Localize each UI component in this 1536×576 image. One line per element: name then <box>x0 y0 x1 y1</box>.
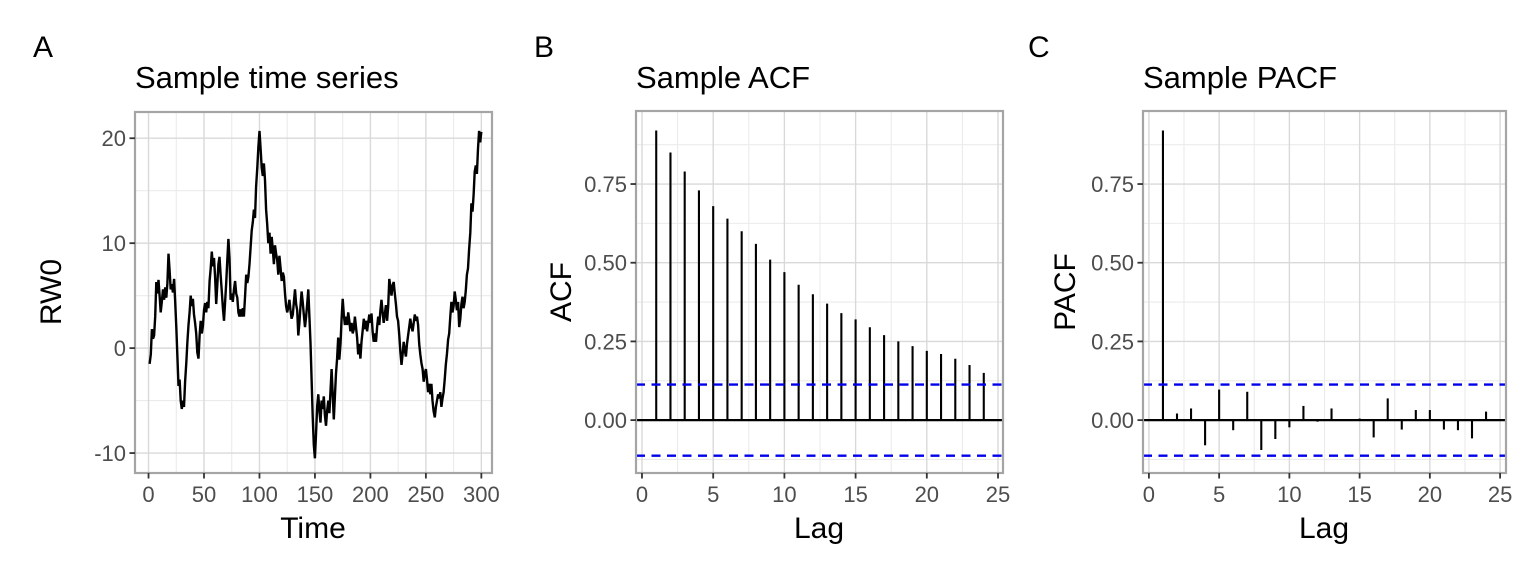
panel-a-title: Sample time series <box>135 60 399 95</box>
panel-a-y-axis-title: RW0 <box>35 258 68 326</box>
panel-a: 0 50 100 150 200 250 300 -10 0 10 20 <box>94 110 500 507</box>
svg-text:-10: -10 <box>94 441 126 466</box>
svg-text:5: 5 <box>707 482 719 507</box>
svg-text:10: 10 <box>1277 482 1301 507</box>
svg-text:20: 20 <box>102 126 126 151</box>
svg-text:0.50: 0.50 <box>584 251 627 276</box>
svg-text:15: 15 <box>1347 482 1371 507</box>
panel-b-title: Sample ACF <box>636 60 811 95</box>
svg-text:50: 50 <box>192 482 216 507</box>
panel-c: 0 5 10 15 20 25 0.00 0.25 0.50 0.75 <box>1091 109 1512 507</box>
svg-text:0.00: 0.00 <box>1091 408 1134 433</box>
panel-b-tag: B <box>534 31 555 64</box>
svg-text:0.75: 0.75 <box>1091 172 1134 197</box>
svg-text:10: 10 <box>102 231 126 256</box>
svg-text:15: 15 <box>843 482 867 507</box>
svg-text:25: 25 <box>986 482 1010 507</box>
panel-c-title: Sample PACF <box>1143 60 1338 95</box>
svg-text:150: 150 <box>297 482 334 507</box>
svg-text:10: 10 <box>772 482 796 507</box>
svg-text:0: 0 <box>636 482 648 507</box>
panel-c-x-axis-title: Lag <box>1298 512 1350 545</box>
svg-text:250: 250 <box>408 482 445 507</box>
svg-text:100: 100 <box>241 482 278 507</box>
svg-text:0.00: 0.00 <box>584 408 627 433</box>
svg-text:0: 0 <box>142 482 154 507</box>
svg-text:5: 5 <box>1213 482 1225 507</box>
svg-text:25: 25 <box>1488 482 1512 507</box>
svg-text:20: 20 <box>915 482 939 507</box>
svg-text:300: 300 <box>463 482 500 507</box>
panel-b: 0 5 10 15 20 25 0.00 0.25 0.50 0.75 <box>584 109 1010 507</box>
panel-b-x-axis-title: Lag <box>793 512 845 545</box>
svg-text:0: 0 <box>114 336 126 361</box>
panel-c-y-axis-title: PACF <box>1049 253 1082 331</box>
panel-b-y-axis-title: ACF <box>545 262 578 322</box>
panel-c-tag: C <box>1028 31 1050 64</box>
svg-text:0.25: 0.25 <box>1091 329 1134 354</box>
svg-text:20: 20 <box>1418 482 1442 507</box>
panel-a-tag: A <box>33 31 54 64</box>
svg-text:0: 0 <box>1143 482 1155 507</box>
svg-text:0.75: 0.75 <box>584 172 627 197</box>
svg-text:0.25: 0.25 <box>584 329 627 354</box>
svg-text:0.50: 0.50 <box>1091 251 1134 276</box>
svg-text:200: 200 <box>352 482 389 507</box>
panel-a-x-axis-title: Time <box>280 512 346 545</box>
